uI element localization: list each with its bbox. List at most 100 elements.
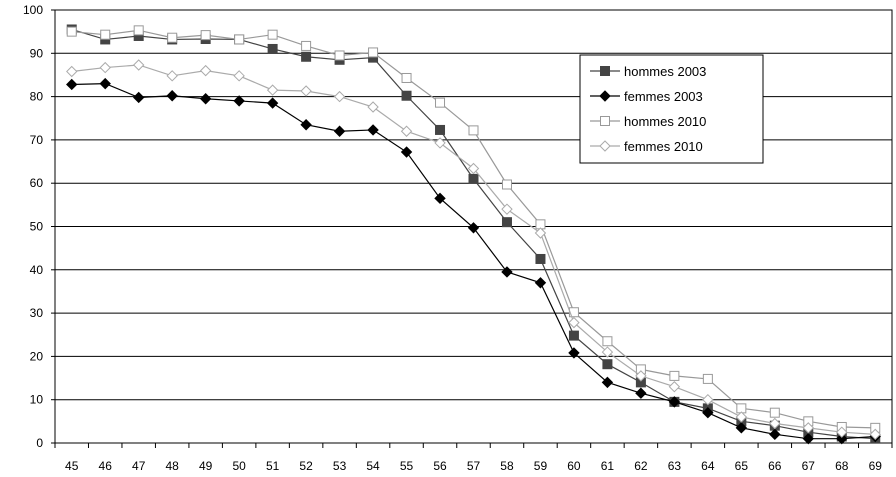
- data-point-femmes-2010: [300, 85, 312, 97]
- x-tick-label: 54: [366, 459, 380, 473]
- legend-entry: femmes 2003: [590, 89, 703, 104]
- data-point-hommes-2003: [435, 124, 446, 135]
- data-point-femmes-2003: [635, 387, 647, 399]
- data-point-femmes-2010: [836, 426, 848, 438]
- x-tick-label: 46: [99, 459, 113, 473]
- data-point-femmes-2003: [300, 119, 312, 131]
- data-point-hommes-2003: [602, 359, 613, 370]
- data-point-hommes-2010: [435, 97, 446, 108]
- data-point-hommes-2010: [669, 370, 680, 381]
- data-point-hommes-2003: [267, 43, 278, 54]
- data-point-femmes-2003: [66, 78, 78, 91]
- x-tick-label: 62: [634, 459, 648, 473]
- x-tick-label: 64: [701, 459, 715, 473]
- x-tick-label: 45: [65, 459, 79, 473]
- data-point-hommes-2010: [769, 407, 780, 418]
- data-point-hommes-2003: [568, 330, 579, 341]
- data-point-hommes-2003: [501, 217, 512, 228]
- data-point-femmes-2003: [702, 406, 714, 419]
- data-point-femmes-2010: [869, 428, 881, 441]
- data-point-femmes-2003: [434, 192, 446, 205]
- x-tick-label: 53: [333, 459, 347, 473]
- data-point-hommes-2010: [100, 29, 111, 40]
- data-point-femmes-2003: [668, 396, 681, 408]
- data-point-femmes-2003: [467, 222, 480, 234]
- data-point-femmes-2010: [534, 227, 547, 239]
- data-point-femmes-2003: [132, 91, 145, 104]
- y-tick-label: 20: [30, 349, 44, 363]
- x-tick-label: 66: [768, 459, 782, 473]
- data-point-femmes-2003: [735, 422, 748, 434]
- legend-marker: [600, 116, 610, 126]
- data-point-femmes-2010: [400, 125, 413, 137]
- legend: hommes 2003 femmes 2003 hommes 2010 femmes …: [579, 54, 764, 164]
- data-point-hommes-2010: [468, 125, 479, 136]
- data-point-hommes-2010: [167, 32, 178, 43]
- data-point-femmes-2003: [836, 432, 848, 445]
- x-tick-label: 67: [802, 459, 816, 473]
- data-point-hommes-2010: [602, 336, 613, 347]
- data-point-hommes-2003: [468, 173, 479, 184]
- data-point-femmes-2010: [702, 393, 714, 406]
- y-tick-label: 40: [30, 263, 44, 277]
- data-point-femmes-2010: [99, 61, 111, 74]
- data-point-hommes-2010: [501, 179, 512, 190]
- y-tick-label: 80: [30, 90, 44, 104]
- data-point-hommes-2010: [702, 373, 713, 384]
- data-point-femmes-2003: [99, 77, 111, 90]
- y-tick-label: 50: [30, 220, 44, 234]
- data-point-femmes-2003: [166, 90, 178, 102]
- data-point-femmes-2010: [601, 346, 614, 358]
- data-point-femmes-2003: [501, 266, 513, 278]
- data-point-femmes-2010: [166, 70, 178, 82]
- x-tick-label: 59: [534, 459, 548, 473]
- legend-entry: hommes 2010: [590, 114, 706, 129]
- data-point-femmes-2010: [434, 137, 446, 149]
- series-layer: [66, 24, 881, 445]
- data-point-femmes-2003: [233, 95, 245, 107]
- y-tick-label: 0: [36, 436, 43, 450]
- x-tick-label: 65: [735, 459, 749, 473]
- x-tick-label: 57: [467, 459, 481, 473]
- legend-label: hommes 2003: [624, 64, 706, 79]
- data-point-femmes-2010: [367, 101, 379, 113]
- data-point-femmes-2003: [769, 428, 781, 441]
- legend-label: femmes 2010: [624, 139, 703, 154]
- x-tick-label: 51: [266, 459, 280, 473]
- data-point-femmes-2003: [568, 347, 580, 359]
- y-tick-label: 10: [30, 393, 44, 407]
- data-point-femmes-2010: [802, 422, 815, 434]
- data-point-femmes-2010: [233, 70, 245, 82]
- legend-entry: hommes 2003: [590, 64, 706, 79]
- legend-label: femmes 2003: [624, 89, 703, 104]
- legend-marker: [599, 90, 611, 102]
- data-point-femmes-2010: [568, 316, 580, 329]
- x-tick-label: 47: [132, 459, 146, 473]
- data-point-femmes-2010: [769, 417, 781, 430]
- legend-marker: [600, 66, 610, 76]
- y-tick-label: 60: [30, 176, 44, 190]
- data-point-femmes-2010: [199, 64, 212, 77]
- legend-marker: [599, 140, 611, 152]
- legend-box: [579, 54, 764, 164]
- data-point-femmes-2010: [266, 84, 279, 96]
- data-point-femmes-2010: [467, 162, 480, 175]
- data-point-femmes-2010: [635, 370, 647, 382]
- y-axis: 0 10 20 30 40 50 60 70 80 90 100: [23, 3, 55, 450]
- data-point-hommes-2010: [234, 34, 245, 45]
- x-tick-label: 55: [400, 459, 414, 473]
- x-tick-label: 60: [567, 459, 581, 473]
- data-point-hommes-2003: [535, 253, 546, 264]
- data-point-femmes-2003: [199, 93, 212, 105]
- y-tick-label: 90: [30, 46, 44, 60]
- data-point-femmes-2003: [802, 432, 815, 445]
- data-point-femmes-2010: [132, 59, 145, 71]
- data-point-hommes-2010: [267, 29, 278, 40]
- data-point-femmes-2003: [601, 376, 614, 389]
- data-point-hommes-2010: [200, 30, 211, 41]
- data-point-femmes-2003: [266, 97, 279, 109]
- x-axis: 45 46 47 48 49 50 51 52 53 54 55 56 57 58 59 60 61 62 63 64…: [54, 443, 893, 473]
- x-tick-label: 68: [835, 459, 849, 473]
- y-tick-label: 70: [30, 133, 44, 147]
- series-femmes-2010: [66, 59, 881, 441]
